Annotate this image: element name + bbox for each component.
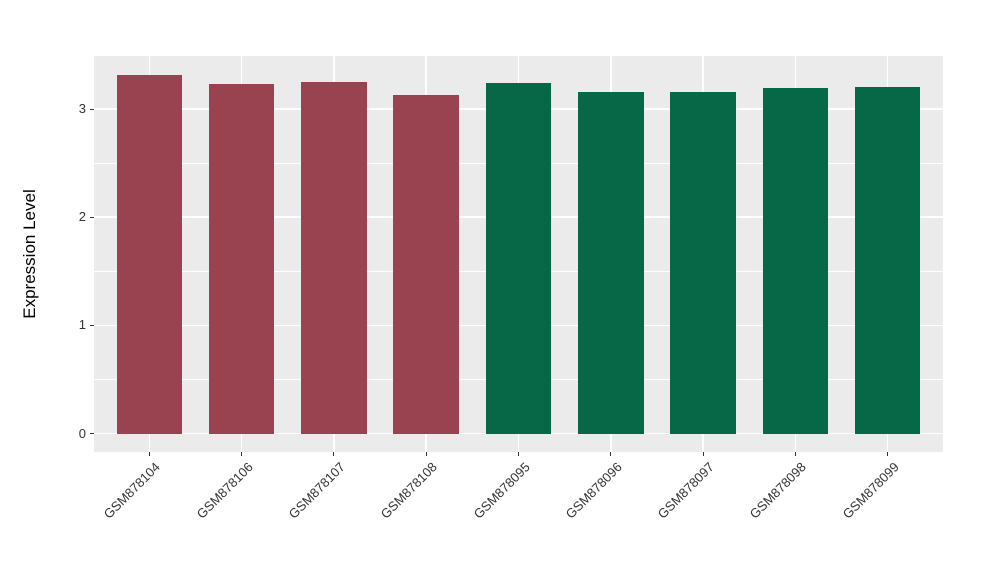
bar-GSM878099	[854, 87, 921, 434]
y-axis-title: Expression Level	[20, 189, 39, 319]
x-axis-tick	[887, 452, 889, 456]
x-axis-tick	[425, 452, 427, 456]
y-tick-label: 1	[78, 317, 86, 333]
x-tick-label: GSM878099	[839, 459, 902, 522]
y-tick-label: 2	[78, 209, 86, 225]
bar-GSM878107	[301, 81, 367, 434]
x-tick-label: GSM878106	[193, 459, 256, 522]
bar-GSM878108	[393, 94, 459, 434]
x-axis-tick	[610, 452, 612, 456]
x-tick-label: GSM878108	[377, 459, 441, 522]
y-tick-label: 0	[78, 425, 86, 441]
bar-GSM878098	[762, 88, 829, 434]
x-tick-label: GSM878098	[747, 459, 810, 522]
x-tick-label: GSM878096	[562, 459, 625, 522]
x-tick-label: GSM878107	[285, 459, 348, 522]
x-axis-tick	[333, 452, 335, 456]
y-axis-tick	[90, 108, 94, 110]
x-axis-tick	[241, 452, 243, 456]
bar-GSM878095	[485, 83, 552, 434]
y-axis-tick	[90, 433, 94, 435]
y-tick-label: 3	[78, 101, 86, 117]
bar-GSM878096	[578, 91, 644, 434]
bar-GSM878097	[670, 91, 736, 434]
x-tick-label: GSM878104	[101, 459, 164, 522]
x-axis-tick	[702, 452, 704, 456]
x-axis-tick	[518, 452, 519, 456]
bar-GSM878106	[208, 84, 275, 434]
x-axis-tick	[794, 452, 796, 456]
y-axis-tick	[90, 324, 94, 326]
y-axis-tick	[90, 216, 94, 218]
x-tick-label: GSM878095	[470, 459, 533, 522]
x-axis-tick	[148, 452, 150, 456]
x-tick-label: GSM878097	[654, 459, 717, 522]
bar-GSM878104	[116, 75, 183, 434]
